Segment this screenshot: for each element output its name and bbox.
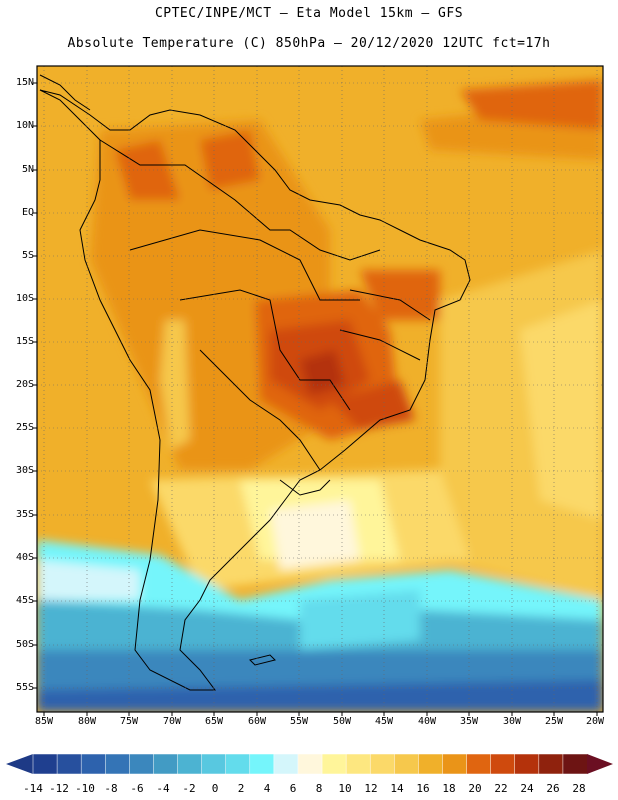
- lon-label: 55W: [289, 716, 309, 727]
- lat-label: 40S: [15, 552, 34, 563]
- temperature-field: [37, 80, 603, 712]
- lat-label: 10N: [15, 120, 34, 131]
- colorbar-label: 14: [390, 782, 404, 795]
- colorbar: [6, 753, 613, 775]
- colorbar-cell: [466, 753, 492, 775]
- lat-label: 15N: [15, 77, 34, 88]
- lat-label: 45S: [15, 595, 34, 606]
- lon-label: 85W: [34, 716, 54, 727]
- colorbar-label: 16: [416, 782, 430, 795]
- lon-label: 25W: [544, 716, 564, 727]
- lat-label: EQ: [21, 207, 34, 218]
- colorbar-label: -8: [104, 782, 118, 795]
- lon-label: 40W: [417, 716, 437, 727]
- colorbar-label: 8: [315, 782, 323, 795]
- colorbar-label: 4: [263, 782, 271, 795]
- lat-label: 25S: [15, 422, 34, 433]
- colorbar-low-arrow: [6, 754, 33, 774]
- colorbar-label: -4: [156, 782, 170, 795]
- lon-label: 70W: [162, 716, 182, 727]
- colorbar-cell: [249, 753, 275, 775]
- colorbar-label: 28: [572, 782, 586, 795]
- lon-label: 65W: [204, 716, 224, 727]
- colorbar-cell: [442, 753, 468, 775]
- lon-label: 75W: [119, 716, 139, 727]
- colorbar-cells: [32, 753, 588, 775]
- lon-label: 80W: [77, 716, 97, 727]
- colorbar-cell: [80, 753, 107, 775]
- title-model: CPTEC/INPE/MCT – Eta Model 15km – GFS: [154, 6, 464, 21]
- axis-ticks: [33, 82, 598, 716]
- colorbar-label: -6: [130, 782, 144, 795]
- colorbar-cell: [177, 753, 203, 775]
- colorbar-cell: [201, 753, 227, 775]
- colorbar-label: 2: [237, 782, 245, 795]
- lat-label: 30S: [15, 465, 34, 476]
- colorbar-cell: [345, 753, 371, 775]
- colorbar-cell: [369, 753, 396, 775]
- lat-label: 5S: [21, 250, 34, 261]
- colorbar-label: 10: [338, 782, 352, 795]
- colorbar-cell: [418, 753, 444, 775]
- colorbar-label: 18: [442, 782, 456, 795]
- coastlines: [39, 74, 471, 691]
- colorbar-label: 0: [211, 782, 219, 795]
- colorbar-label: -12: [49, 782, 69, 795]
- lon-label: 45W: [374, 716, 394, 727]
- colorbar-label: 20: [468, 782, 482, 795]
- colorbar-cell: [562, 753, 588, 775]
- colorbar-cell: [129, 753, 155, 775]
- map-frame: [36, 65, 604, 713]
- colorbar-cell: [490, 753, 516, 775]
- colorbar-label: 24: [520, 782, 534, 795]
- lat-label: 5N: [21, 164, 34, 175]
- colorbar-cell: [321, 753, 347, 775]
- colorbar-label: 6: [289, 782, 297, 795]
- colorbar-label: 22: [494, 782, 508, 795]
- colorbar-label: 12: [364, 782, 378, 795]
- colorbar-cell: [273, 753, 299, 775]
- lon-label: 30W: [502, 716, 522, 727]
- colorbar-label: 26: [546, 782, 560, 795]
- title-variable: Absolute Temperature (C) 850hPa – 20/12/…: [67, 36, 551, 51]
- colorbar-label: -2: [182, 782, 196, 795]
- colorbar-cell: [105, 753, 131, 775]
- lon-label: 20W: [585, 716, 605, 727]
- lat-label: 35S: [15, 509, 34, 520]
- colorbar-cell: [538, 753, 564, 775]
- temperature-map: [33, 65, 604, 716]
- colorbar-label: -10: [75, 782, 95, 795]
- lon-label: 35W: [459, 716, 479, 727]
- colorbar-cell: [153, 753, 179, 775]
- colorbar-cell: [32, 753, 58, 775]
- lat-label: 20S: [15, 379, 34, 390]
- colorbar-cell: [394, 753, 420, 775]
- colorbar-cell: [297, 753, 323, 775]
- lon-label: 60W: [247, 716, 267, 727]
- colorbar-label: -14: [23, 782, 43, 795]
- lat-label: 10S: [15, 293, 34, 304]
- colorbar-high-arrow: [587, 754, 613, 774]
- lat-label: 55S: [15, 682, 34, 693]
- lat-label: 15S: [15, 336, 34, 347]
- colorbar-cell: [56, 753, 82, 775]
- lat-label: 50S: [15, 639, 34, 650]
- colorbar-cell: [514, 753, 540, 775]
- lon-label: 50W: [332, 716, 352, 727]
- colorbar-cell: [225, 753, 251, 775]
